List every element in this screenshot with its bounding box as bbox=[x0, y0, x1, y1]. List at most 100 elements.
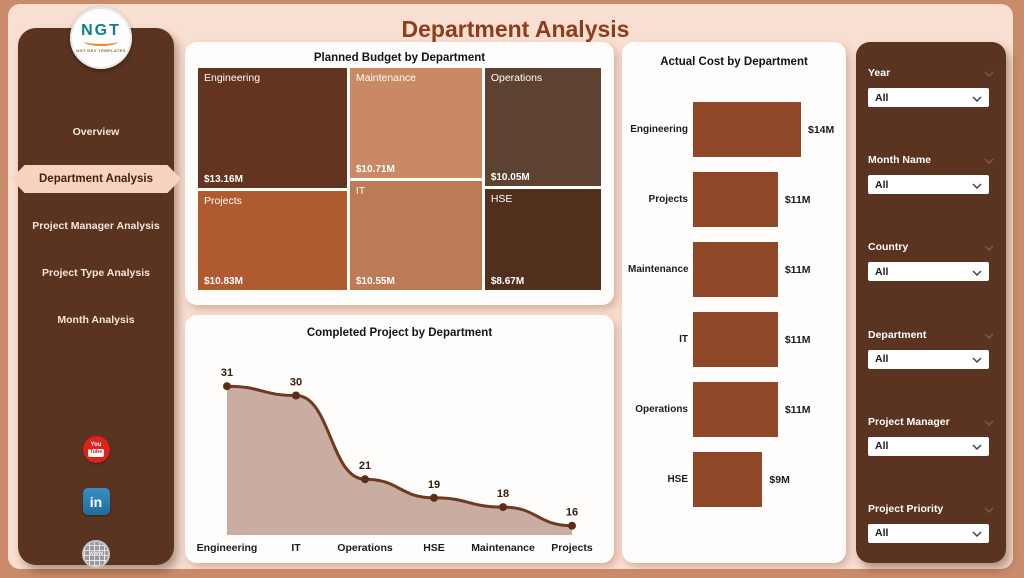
youtube-icon[interactable]: You Tube bbox=[82, 436, 110, 463]
bar-row-engineering: Engineering $14M bbox=[628, 102, 842, 157]
page-title: Department Analysis bbox=[401, 16, 630, 42]
data-label: 19 bbox=[428, 479, 440, 491]
filter-collapse-chevron-icon[interactable] bbox=[984, 238, 994, 256]
linkedin-icon[interactable]: in bbox=[82, 488, 110, 515]
bar-value-label: $9M bbox=[769, 473, 790, 486]
filter-collapse-chevron-icon[interactable] bbox=[984, 64, 994, 82]
bar-maintenance[interactable] bbox=[693, 242, 778, 297]
completed-project-card: Completed Project by Department 31 Engine… bbox=[185, 315, 614, 563]
data-point-projects[interactable] bbox=[568, 521, 576, 530]
bar-value-label: $11M bbox=[784, 193, 811, 206]
filter-department: Department All bbox=[868, 326, 994, 369]
treemap-tile-value: $10.55M bbox=[355, 276, 395, 287]
filter-dropdown-project-manager[interactable]: All bbox=[868, 436, 989, 456]
filter-value: All bbox=[875, 527, 889, 540]
dropdown-chevron-icon bbox=[972, 524, 982, 542]
filter-value: All bbox=[875, 178, 889, 191]
bar-hse[interactable] bbox=[693, 452, 763, 507]
dropdown-chevron-icon bbox=[972, 350, 982, 368]
filter-label: Department bbox=[868, 328, 927, 341]
data-point-operations[interactable] bbox=[361, 475, 369, 484]
logo-subtext: NGT DEV TEMPLATES bbox=[76, 48, 126, 53]
x-axis-label: Projects bbox=[551, 542, 593, 554]
data-point-maintenance[interactable] bbox=[499, 503, 507, 512]
data-label: 18 bbox=[497, 488, 509, 500]
filter-dropdown-project-priority[interactable]: All bbox=[868, 523, 989, 543]
bar-operations[interactable] bbox=[693, 382, 778, 437]
bar-engineering[interactable] bbox=[693, 102, 801, 157]
sidebar-item-project-manager-analysis[interactable]: Project Manager Analysis bbox=[32, 220, 160, 232]
data-label: 31 bbox=[221, 367, 233, 379]
area-fill bbox=[227, 386, 572, 535]
sidebar-item-month-analysis[interactable]: Month Analysis bbox=[57, 314, 135, 326]
treemap-tile-label: Operations bbox=[490, 72, 543, 84]
filter-collapse-chevron-icon[interactable] bbox=[984, 326, 994, 344]
filter-project-manager: Project Manager All bbox=[868, 413, 994, 456]
treemap-tile-it[interactable]: IT $10.55M bbox=[349, 181, 482, 290]
bar-value-label: $14M bbox=[808, 123, 835, 136]
youtube-icon-text: You bbox=[90, 442, 102, 449]
filter-label: Year bbox=[868, 67, 891, 79]
treemap-tile-label: Projects bbox=[204, 195, 242, 208]
bar-row-projects: Projects $11M bbox=[628, 172, 842, 227]
bar-category-label: Operations bbox=[635, 404, 688, 415]
data-label: 30 bbox=[290, 377, 302, 389]
filter-value: All bbox=[875, 91, 889, 104]
filter-collapse-chevron-icon[interactable] bbox=[984, 500, 994, 518]
x-axis-label: Operations bbox=[337, 542, 393, 554]
filter-project-priority: Project Priority All bbox=[868, 500, 994, 543]
data-point-engineering[interactable] bbox=[223, 382, 231, 391]
x-axis-label: Engineering bbox=[197, 542, 257, 554]
data-point-hse[interactable] bbox=[430, 493, 438, 502]
bar-value-label: $11M bbox=[784, 263, 811, 276]
linkedin-icon-text: in bbox=[89, 493, 103, 510]
planned-budget-card: Planned Budget by Department Engineering… bbox=[185, 42, 614, 305]
bar-row-maintenance: Maintenance $11M bbox=[628, 242, 842, 297]
treemap-tile-projects[interactable]: Projects $10.83M bbox=[198, 191, 347, 290]
x-axis-label: HSE bbox=[423, 542, 445, 554]
treemap-tile-hse[interactable]: HSE $8.67M bbox=[484, 188, 601, 290]
ngt-logo: NGT NGT DEV TEMPLATES bbox=[70, 7, 132, 69]
data-label: 16 bbox=[566, 507, 578, 519]
treemap-tile-label: HSE bbox=[490, 192, 513, 205]
treemap-tile-maintenance[interactable]: Maintenance $10.71M bbox=[349, 68, 482, 179]
treemap-tile-operations[interactable]: Operations $10.05M bbox=[484, 68, 601, 186]
youtube-icon-text2: Tube bbox=[87, 449, 105, 457]
bar-category-label: Projects bbox=[648, 194, 688, 205]
filter-collapse-chevron-icon[interactable] bbox=[984, 151, 994, 169]
filter-country: Country All bbox=[868, 238, 994, 282]
filter-dropdown-department[interactable]: All bbox=[868, 349, 989, 369]
data-label: 21 bbox=[359, 460, 371, 472]
bar-category-label: HSE bbox=[667, 474, 688, 485]
filter-dropdown-year[interactable]: All bbox=[868, 88, 989, 107]
bar-category-label: Engineering bbox=[630, 124, 688, 135]
area-chart[interactable]: 31 Engineering 30 IT 21 Operations 19 HSE 18 Main… bbox=[197, 345, 602, 555]
logo-text: NGT bbox=[81, 22, 121, 39]
filter-dropdown-month-name[interactable]: All bbox=[868, 175, 989, 195]
x-axis-label: IT bbox=[291, 542, 301, 554]
treemap-tile-engineering[interactable]: Engineering $13.16M bbox=[198, 68, 347, 189]
filter-label: Project Manager bbox=[868, 415, 950, 428]
social-icons: You Tube in www bbox=[18, 436, 174, 568]
dropdown-chevron-icon bbox=[972, 89, 982, 107]
bar-chart: Engineering $14M Projects $11M Maintenance $1… bbox=[628, 102, 842, 507]
bar-it[interactable] bbox=[693, 312, 778, 367]
website-globe-icon[interactable]: www bbox=[82, 540, 110, 568]
treemap-tile-label: IT bbox=[355, 185, 366, 198]
bar-row-it: IT $11M bbox=[628, 312, 842, 367]
sidebar-item-department-analysis[interactable]: Department Analysis bbox=[11, 165, 181, 193]
filter-label: Month Name bbox=[868, 154, 931, 167]
filter-value: All bbox=[875, 440, 889, 453]
filter-dropdown-country[interactable]: All bbox=[868, 262, 989, 282]
bar-projects[interactable] bbox=[693, 172, 778, 227]
bar-category-label: Maintenance bbox=[628, 264, 689, 275]
filter-value: All bbox=[875, 265, 889, 278]
data-point-it[interactable] bbox=[292, 391, 300, 400]
sidebar-item-project-type-analysis[interactable]: Project Type Analysis bbox=[42, 267, 150, 279]
treemap-tile-label: Maintenance bbox=[355, 72, 416, 84]
x-axis-label: Maintenance bbox=[471, 542, 535, 554]
filter-collapse-chevron-icon[interactable] bbox=[984, 413, 994, 431]
actual-cost-card: Actual Cost by Department Engineering $14… bbox=[622, 42, 846, 563]
sidebar-item-overview[interactable]: Overview bbox=[72, 126, 120, 138]
treemap-tile-value: $10.71M bbox=[355, 164, 395, 176]
